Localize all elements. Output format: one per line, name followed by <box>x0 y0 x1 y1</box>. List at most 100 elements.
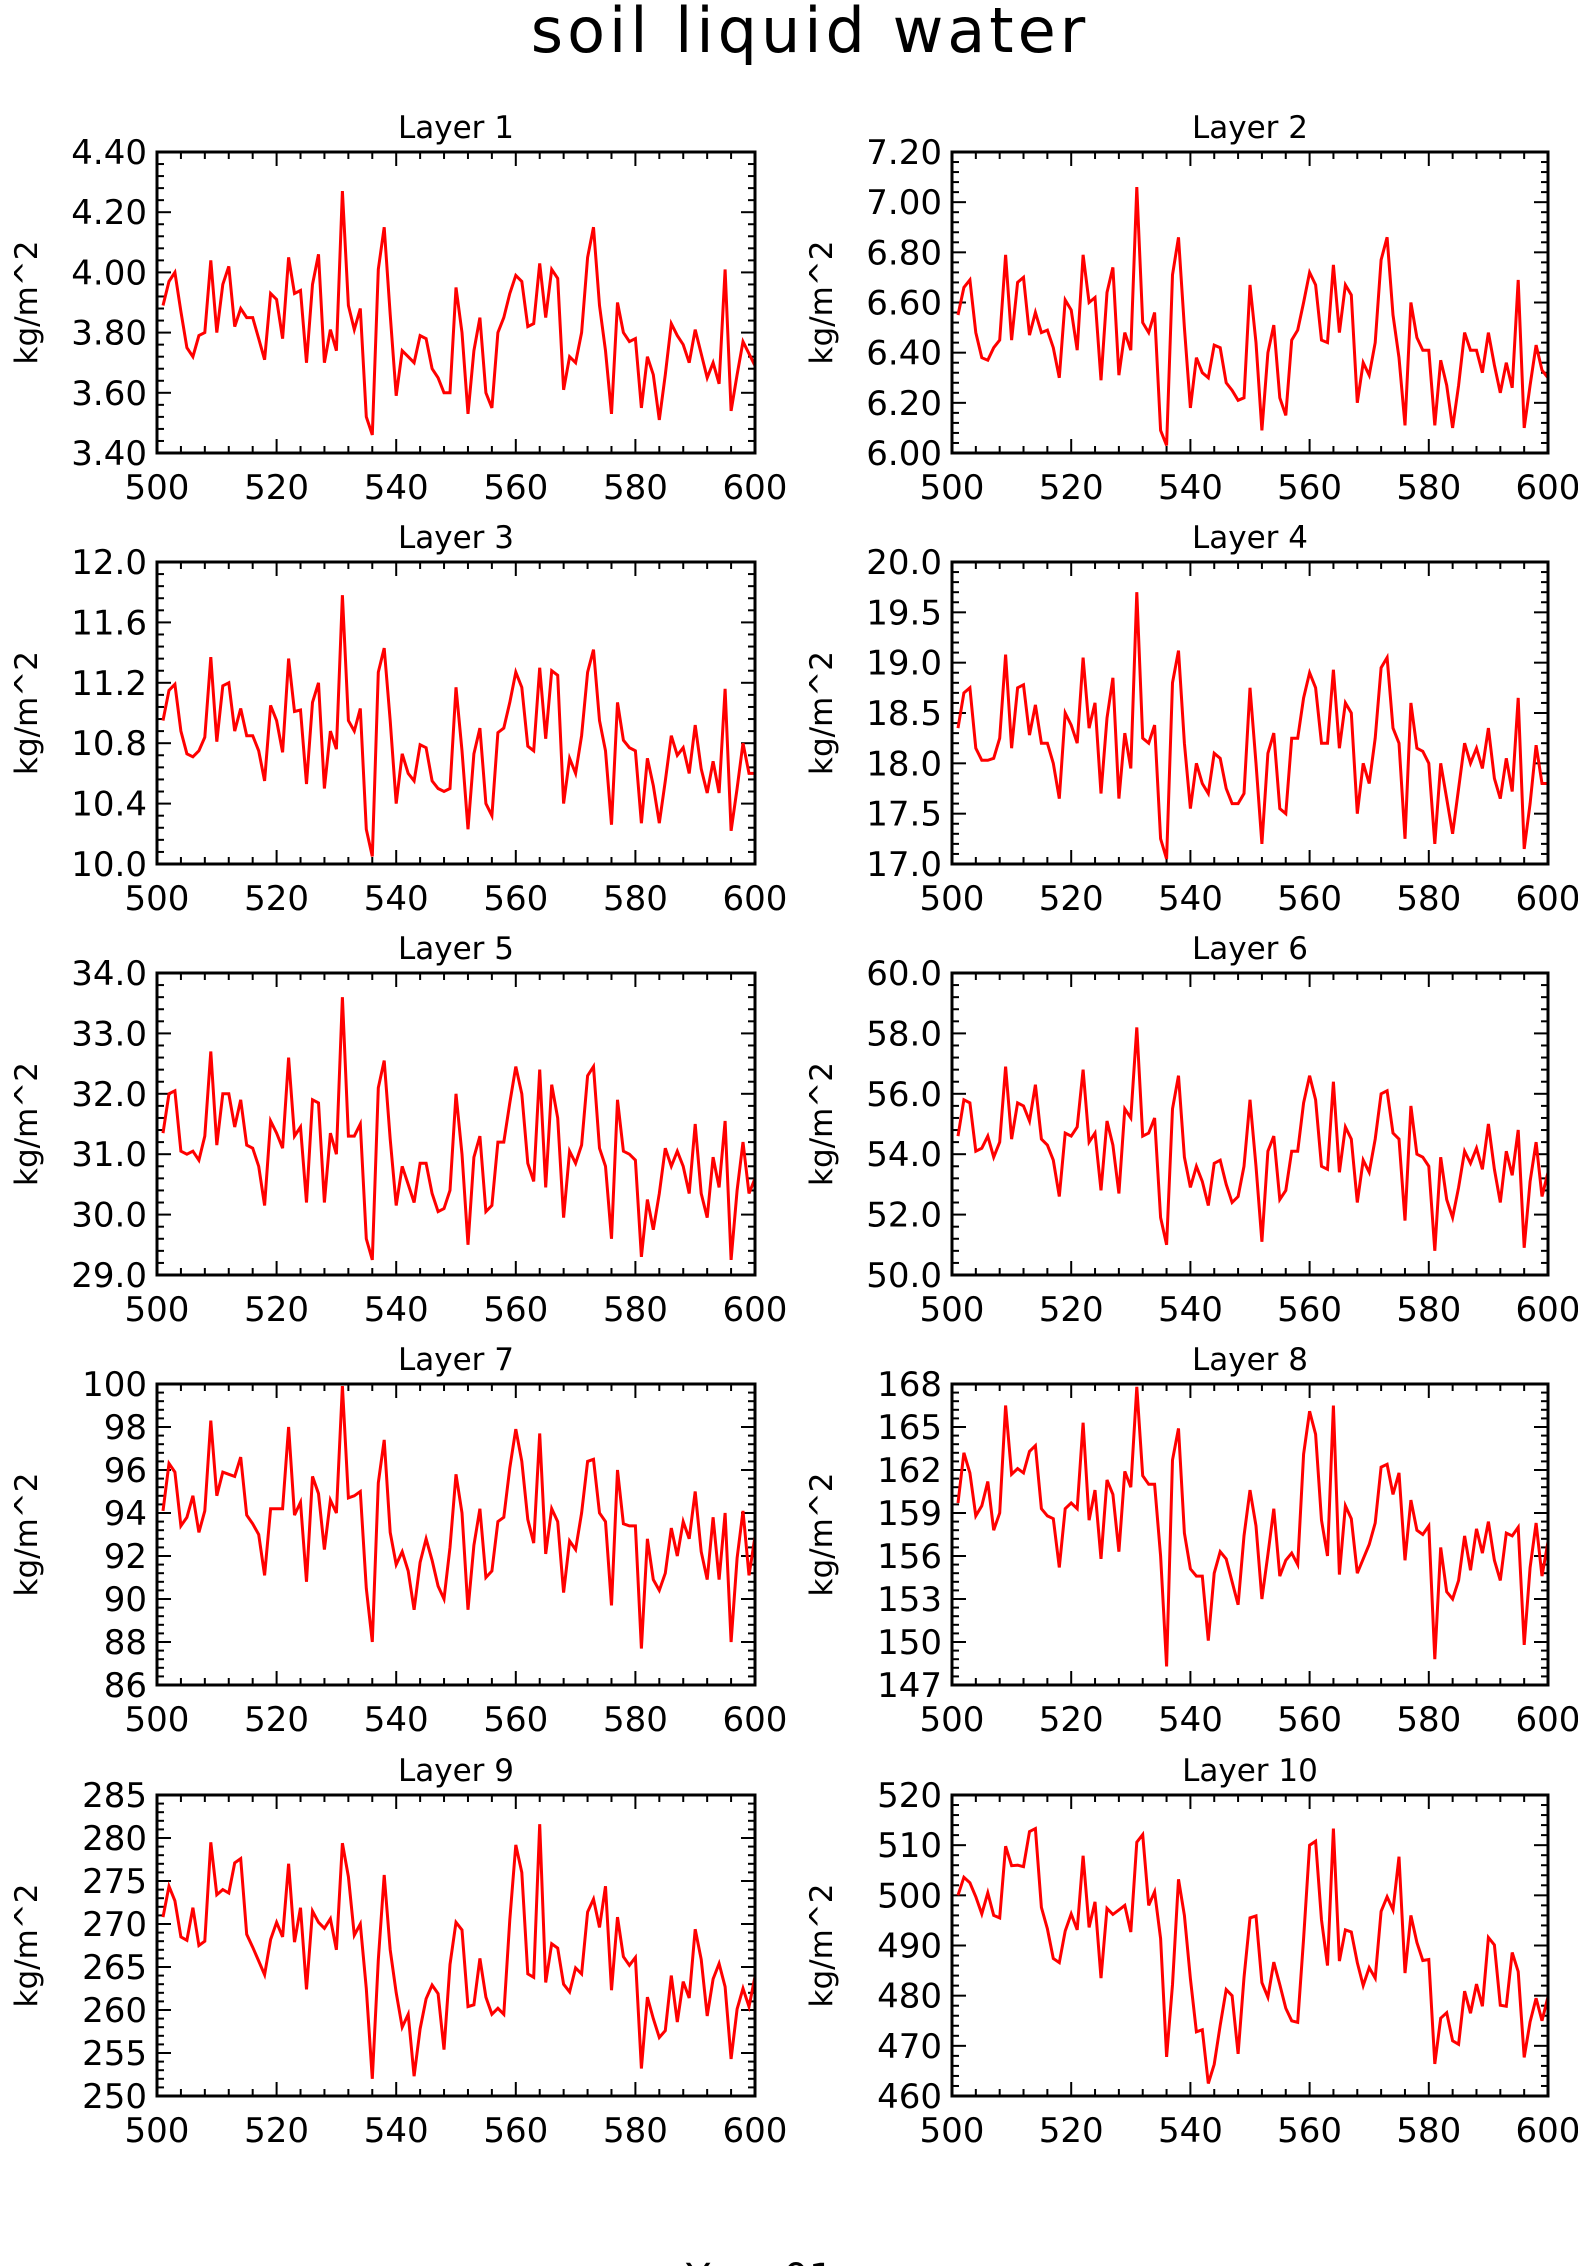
x-tick-label: 520 <box>244 1700 309 1740</box>
chart-panel-1: Layer 1 kg/m^2 3.40 3.60 3.80 4.00 4.20 4.40 500… <box>9 110 787 508</box>
x-tick-label: 600 <box>1516 879 1578 919</box>
y-tick-label: 265 <box>82 1948 147 1988</box>
y-tick-label: 3.60 <box>71 374 147 414</box>
y-tick-label: 60.0 <box>866 954 942 994</box>
x-tick-label: 600 <box>723 468 788 508</box>
x-tick-label: 560 <box>483 468 548 508</box>
y-tick-label: 17.5 <box>866 795 942 835</box>
y-tick-label: 460 <box>877 2077 942 2117</box>
x-tick-label: 500 <box>125 468 190 508</box>
y-tick-label: 33.0 <box>71 1014 147 1054</box>
panel-title: Layer 3 <box>398 520 514 556</box>
y-tick-label: 10.8 <box>71 724 147 764</box>
x-tick-label: 540 <box>1158 2111 1223 2151</box>
x-tick-label: 560 <box>1277 1700 1342 1740</box>
chart-panel-4: Layer 4 kg/m^2 17.0 17.5 18.0 18.5 19.0 19.5 20.… <box>804 520 1578 919</box>
plot-frame <box>950 971 1550 1277</box>
x-tick-label: 540 <box>1158 468 1223 508</box>
y-tick-label: 3.40 <box>71 434 147 474</box>
x-tick-label: 540 <box>364 879 429 919</box>
series-line <box>956 1027 1550 1251</box>
y-tick-label: 500 <box>877 1876 942 1916</box>
plot-frame <box>950 1793 1550 2098</box>
y-axis-label: kg/m^2 <box>9 1473 45 1597</box>
x-tick-label: 600 <box>1516 1700 1578 1740</box>
y-tick-label: 260 <box>82 1991 147 2031</box>
x-tick-label: 540 <box>1158 1700 1223 1740</box>
y-tick-label: 18.0 <box>866 744 942 784</box>
y-tick-label: 56.0 <box>866 1075 942 1115</box>
x-tick-label: 520 <box>1039 2111 1104 2151</box>
y-tick-label: 86 <box>104 1666 147 1706</box>
panel-title: Layer 5 <box>398 931 514 967</box>
y-tick-label: 470 <box>877 2027 942 2067</box>
x-tick-label: 560 <box>483 879 548 919</box>
x-tick-label: 500 <box>125 2111 190 2151</box>
x-tick-label: 540 <box>364 1700 429 1740</box>
y-tick-label: 280 <box>82 1819 147 1859</box>
y-tick-label: 156 <box>877 1537 942 1577</box>
panel-title: Layer 2 <box>1192 110 1308 146</box>
series-line <box>956 1826 1550 2084</box>
x-tick-label: 520 <box>1039 468 1104 508</box>
x-tick-label: 500 <box>920 879 985 919</box>
y-tick-label: 96 <box>104 1451 147 1491</box>
y-axis-label: kg/m^2 <box>804 241 840 365</box>
x-tick-label: 500 <box>920 2111 985 2151</box>
plot-frame <box>155 971 757 1277</box>
y-tick-label: 6.60 <box>866 284 942 324</box>
x-tick-label: 600 <box>723 2111 788 2151</box>
series-line <box>161 1824 757 2079</box>
y-tick-label: 159 <box>877 1494 942 1534</box>
panel-title: Layer 10 <box>1182 1753 1318 1789</box>
y-tick-label: 20.0 <box>866 543 942 583</box>
y-tick-label: 520 <box>877 1776 942 1816</box>
x-tick-label: 500 <box>125 1700 190 1740</box>
x-tick-label: 560 <box>1277 468 1342 508</box>
y-tick-label: 90 <box>104 1580 147 1620</box>
x-tick-label: 560 <box>483 1700 548 1740</box>
x-tick-label: 520 <box>1039 1290 1104 1330</box>
panels: Layer 1 kg/m^2 3.40 3.60 3.80 4.00 4.20 4.40 500… <box>9 110 1578 2151</box>
y-tick-label: 168 <box>877 1365 942 1405</box>
y-tick-label: 58.0 <box>866 1014 942 1054</box>
x-tick-label: 500 <box>125 1290 190 1330</box>
y-axis-label: kg/m^2 <box>804 1473 840 1597</box>
y-tick-label: 3.80 <box>71 314 147 354</box>
panel-title: Layer 1 <box>398 110 514 146</box>
panel-title: Layer 8 <box>1192 1342 1308 1378</box>
y-tick-label: 34.0 <box>71 954 147 994</box>
y-tick-label: 6.00 <box>866 434 942 474</box>
chart-panel-3: Layer 3 kg/m^2 10.0 10.4 10.8 11.2 11.6 12.0 500… <box>9 520 787 919</box>
x-tick-label: 580 <box>1396 879 1461 919</box>
x-tick-label: 560 <box>483 2111 548 2151</box>
y-tick-label: 270 <box>82 1905 147 1945</box>
chart-panel-5: Layer 5 kg/m^2 29.0 30.0 31.0 32.0 33.0 34.0 500… <box>9 931 787 1330</box>
y-tick-label: 153 <box>877 1580 942 1620</box>
x-tick-label: 580 <box>603 1290 668 1330</box>
x-tick-label: 540 <box>1158 879 1223 919</box>
y-axis-label: kg/m^2 <box>9 651 45 775</box>
y-tick-label: 19.0 <box>866 644 942 684</box>
series-line <box>161 1386 757 1649</box>
y-tick-label: 29.0 <box>71 1256 147 1296</box>
panel-title: Layer 6 <box>1192 931 1308 967</box>
plot-frame <box>155 560 757 866</box>
y-tick-label: 94 <box>104 1494 147 1534</box>
y-tick-label: 285 <box>82 1776 147 1816</box>
x-tick-label: 600 <box>723 1700 788 1740</box>
x-tick-label: 580 <box>603 1700 668 1740</box>
y-tick-label: 150 <box>877 1623 942 1663</box>
y-tick-label: 17.0 <box>866 845 942 885</box>
y-tick-label: 6.40 <box>866 334 942 374</box>
x-tick-label: 540 <box>364 468 429 508</box>
y-axis-label: kg/m^2 <box>804 1884 840 2008</box>
chart-panel-6: Layer 6 kg/m^2 50.0 52.0 54.0 56.0 58.0 60.0 500… <box>804 931 1578 1330</box>
x-tick-label: 520 <box>1039 879 1104 919</box>
y-axis-label: kg/m^2 <box>9 241 45 365</box>
x-tick-label: 520 <box>244 2111 309 2151</box>
x-tick-label: 580 <box>1396 2111 1461 2151</box>
series-line <box>161 595 755 857</box>
